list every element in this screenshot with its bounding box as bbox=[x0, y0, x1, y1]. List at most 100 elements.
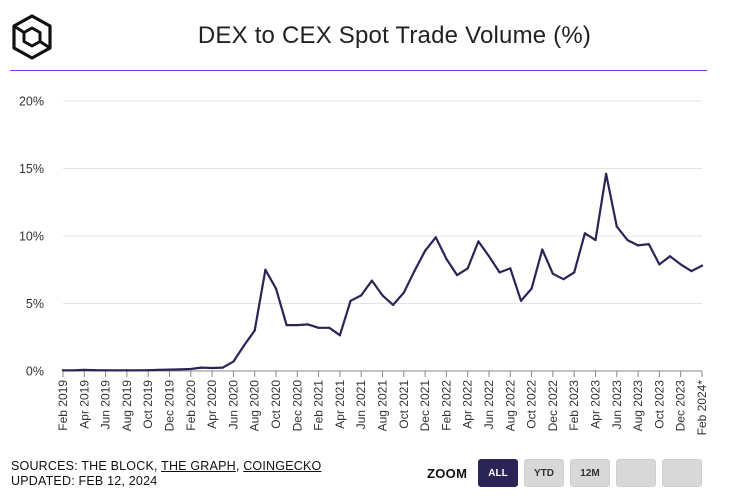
data-point bbox=[509, 267, 512, 270]
data-point bbox=[668, 255, 672, 258]
data-point bbox=[477, 240, 480, 243]
x-tick-label: Feb 2021 bbox=[312, 380, 326, 431]
zoom-extra-button-1[interactable] bbox=[616, 459, 656, 487]
x-tick-label: Aug 2019 bbox=[120, 380, 134, 432]
data-point bbox=[328, 326, 331, 329]
x-tick-label: Aug 2023 bbox=[631, 380, 645, 432]
data-point bbox=[83, 368, 86, 372]
data-point bbox=[594, 238, 597, 242]
x-tick-label: Apr 2021 bbox=[333, 380, 347, 429]
x-tick-label: Dec 2020 bbox=[290, 380, 304, 432]
x-tick-label: Aug 2021 bbox=[376, 380, 390, 432]
x-tick-label: Feb 2022 bbox=[439, 380, 453, 431]
x-tick-label: Apr 2023 bbox=[589, 380, 603, 429]
zoom-all-button[interactable]: ALL bbox=[478, 459, 518, 487]
data-point bbox=[487, 255, 491, 258]
sources-line: SOURCES: THE BLOCK, THE GRAPH, COINGECKO bbox=[11, 459, 321, 474]
title-divider bbox=[10, 70, 707, 71]
data-point bbox=[530, 287, 533, 290]
x-tick-label: Jun 2021 bbox=[354, 380, 368, 430]
data-point bbox=[211, 366, 214, 370]
data-point bbox=[573, 271, 576, 274]
data-point bbox=[125, 369, 128, 372]
data-point bbox=[519, 299, 523, 302]
data-point bbox=[253, 329, 256, 332]
data-point bbox=[562, 278, 565, 281]
zoom-extra-button-2[interactable] bbox=[662, 459, 702, 487]
x-tick-label: Jun 2020 bbox=[226, 380, 240, 430]
x-tick-label: Dec 2022 bbox=[546, 380, 560, 432]
x-tick-label: Oct 2020 bbox=[269, 380, 283, 429]
y-tick-label: 5% bbox=[26, 297, 44, 311]
x-tick-label: Feb 2020 bbox=[184, 380, 198, 431]
data-point bbox=[455, 274, 459, 277]
x-tick-label: Apr 2020 bbox=[205, 380, 219, 429]
sources-label: SOURCES: THE BLOCK, bbox=[11, 459, 162, 473]
data-point bbox=[541, 248, 544, 251]
data-point bbox=[381, 294, 384, 297]
data-point bbox=[232, 360, 235, 363]
data-point bbox=[605, 172, 608, 175]
data-point bbox=[637, 244, 640, 247]
data-point bbox=[700, 264, 704, 267]
x-tick-label: Feb 2019 bbox=[56, 380, 70, 431]
data-point bbox=[93, 369, 97, 372]
x-tick-label: Dec 2023 bbox=[674, 380, 688, 432]
data-point bbox=[72, 369, 75, 372]
data-point bbox=[690, 270, 693, 273]
y-tick-label: 15% bbox=[19, 162, 44, 176]
x-tick-label: Aug 2020 bbox=[248, 380, 262, 432]
data-point bbox=[434, 236, 437, 239]
x-tick-label: Dec 2021 bbox=[418, 380, 432, 432]
data-point bbox=[189, 367, 192, 371]
data-point bbox=[445, 257, 448, 261]
data-point bbox=[264, 268, 267, 271]
series-line bbox=[61, 172, 704, 372]
data-point bbox=[242, 344, 246, 347]
x-tick-label: Dec 2019 bbox=[163, 380, 177, 432]
data-point bbox=[274, 287, 278, 290]
data-point bbox=[647, 243, 650, 246]
data-point bbox=[424, 249, 427, 252]
data-point bbox=[200, 366, 203, 369]
data-point bbox=[115, 369, 118, 372]
zoom-label: ZOOM bbox=[427, 466, 468, 481]
data-point bbox=[626, 238, 629, 242]
data-point bbox=[551, 272, 555, 275]
data-point bbox=[402, 291, 405, 294]
zoom-12m-button[interactable]: 12M bbox=[570, 459, 610, 487]
data-point bbox=[317, 326, 320, 329]
data-point bbox=[136, 369, 139, 372]
data-point bbox=[104, 369, 107, 372]
source-link-the-graph[interactable]: THE GRAPH bbox=[161, 459, 236, 473]
x-tick-label: Feb 2024* bbox=[695, 380, 709, 436]
sources-separator: , bbox=[235, 459, 244, 473]
sources-footer: SOURCES: THE BLOCK, THE GRAPH, COINGECKO… bbox=[11, 459, 321, 489]
data-point bbox=[179, 368, 182, 371]
data-point bbox=[583, 232, 586, 235]
chart-title: DEX to CEX Spot Trade Volume (%) bbox=[197, 22, 592, 49]
y-tick-label: 10% bbox=[19, 230, 44, 244]
x-tick-label: Jun 2022 bbox=[482, 380, 496, 430]
x-tick-label: Oct 2023 bbox=[652, 380, 666, 429]
x-tick-label: Oct 2022 bbox=[525, 380, 539, 429]
data-point bbox=[285, 324, 288, 327]
y-tick-label: 20% bbox=[19, 95, 44, 109]
zoom-ytd-button[interactable]: YTD bbox=[524, 459, 564, 487]
data-point bbox=[658, 263, 661, 266]
data-point bbox=[679, 263, 682, 266]
x-tick-label: Apr 2022 bbox=[461, 380, 475, 429]
x-tick-label: Oct 2021 bbox=[397, 380, 411, 429]
the-block-logo-icon bbox=[12, 14, 52, 60]
x-tick-label: Apr 2019 bbox=[77, 380, 91, 429]
data-point bbox=[349, 299, 352, 302]
x-tick-label: Oct 2019 bbox=[141, 380, 155, 429]
data-point bbox=[147, 369, 150, 372]
data-point bbox=[61, 369, 65, 372]
data-point bbox=[392, 303, 395, 306]
x-tick-label: Jun 2019 bbox=[99, 380, 113, 430]
source-link-coingecko[interactable]: COINGECKO bbox=[243, 459, 322, 473]
data-point bbox=[370, 279, 373, 282]
data-point bbox=[498, 271, 501, 274]
data-point bbox=[168, 368, 171, 371]
